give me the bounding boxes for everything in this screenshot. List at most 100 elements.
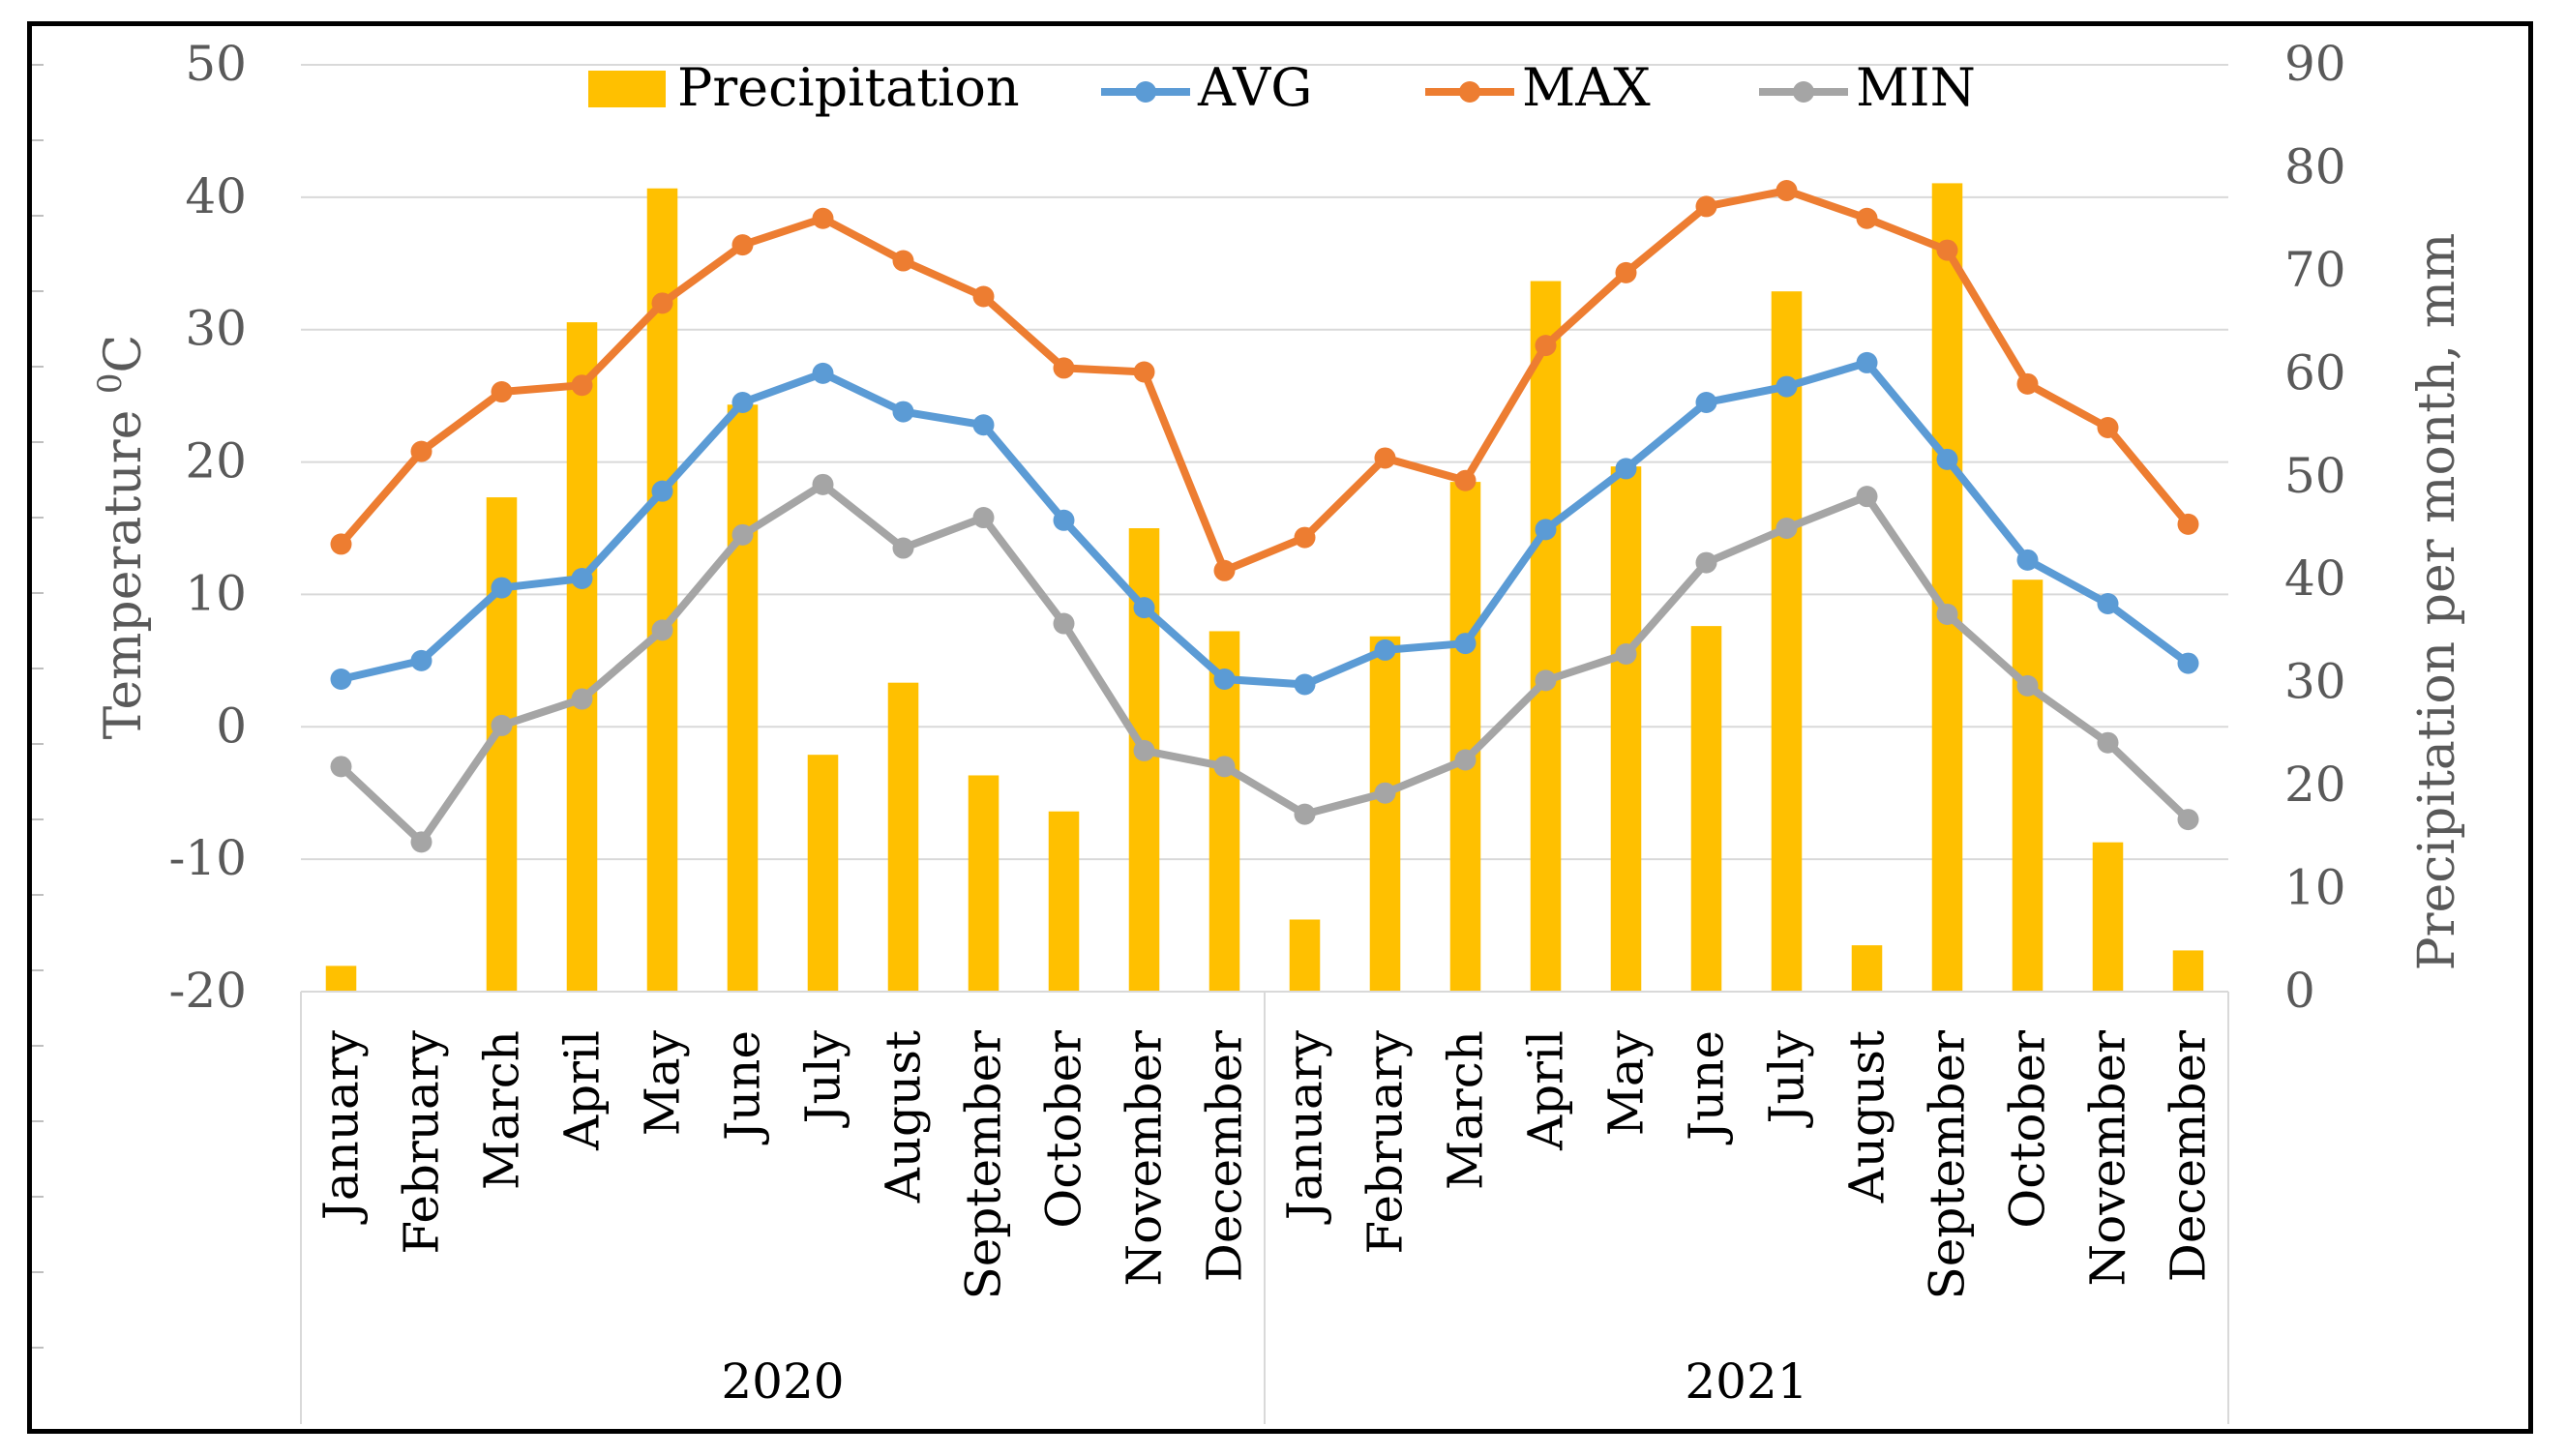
point-avg xyxy=(731,391,754,413)
legend-label: Precipitation xyxy=(677,57,1020,118)
y-right-tick-label: 10 xyxy=(2284,860,2346,916)
y-tick-label: 10 xyxy=(185,565,247,621)
point-avg xyxy=(1695,391,1717,413)
point-avg xyxy=(1936,448,1958,470)
point-max xyxy=(1374,447,1396,469)
axis-layer xyxy=(32,64,2229,1424)
x-tick-label: January xyxy=(313,1029,370,1225)
x-tick-label: December xyxy=(1197,1030,1253,1282)
point-min xyxy=(892,537,914,559)
point-avg xyxy=(1294,673,1316,696)
point-min xyxy=(1133,739,1155,761)
y-right-tick-label: 30 xyxy=(2284,654,2346,710)
year-label: 2021 xyxy=(1685,1353,1807,1410)
legend-label: MIN xyxy=(1856,57,1976,118)
point-min xyxy=(2177,809,2199,831)
x-tick-label: October xyxy=(2000,1030,2056,1229)
point-max xyxy=(2016,372,2039,395)
x-tick-label: June xyxy=(1679,1030,1735,1145)
point-max xyxy=(731,234,754,256)
y-tick-label: 40 xyxy=(185,168,247,224)
legend-label: AVG xyxy=(1197,57,1312,118)
legend-marker-avg xyxy=(1135,81,1156,103)
precipitation-bar xyxy=(1048,811,1080,992)
point-avg xyxy=(410,649,433,671)
legend-label: MAX xyxy=(1522,57,1651,118)
x-tick-label: October xyxy=(1036,1030,1092,1229)
y-tick-label: 30 xyxy=(185,301,247,357)
y-tick-label: -20 xyxy=(168,963,247,1019)
point-avg xyxy=(1213,669,1236,691)
point-min xyxy=(1856,486,1878,508)
x-tick-label: November xyxy=(2080,1030,2136,1287)
point-max xyxy=(1535,335,1557,357)
precipitation-bar xyxy=(1851,945,1883,992)
point-max xyxy=(571,374,593,397)
y-right-tick-label: 60 xyxy=(2284,344,2346,401)
x-tick-label: April xyxy=(1518,1030,1574,1151)
precipitation-bar xyxy=(1530,281,1562,992)
y-tick-label: -10 xyxy=(168,830,247,886)
x-tick-label: September xyxy=(1920,1030,1976,1300)
y-right-axis-title: Precipitation per month, mm xyxy=(2408,233,2466,971)
precipitation-bar xyxy=(325,966,357,992)
x-tick-label: November xyxy=(1117,1030,1173,1287)
point-avg xyxy=(1053,509,1075,531)
x-tick-label: May xyxy=(635,1029,691,1136)
precipitation-bar xyxy=(2012,579,2044,992)
point-avg xyxy=(1775,375,1798,398)
x-tick-label: February xyxy=(1358,1029,1414,1254)
y-tick-label: 50 xyxy=(185,36,247,92)
point-max xyxy=(1856,207,1878,229)
precipitation-bar xyxy=(1449,482,1481,993)
point-min xyxy=(1213,756,1236,778)
x-tick-label: January xyxy=(1277,1029,1333,1225)
point-avg xyxy=(1454,633,1477,655)
point-avg xyxy=(651,480,673,502)
point-max xyxy=(1936,239,1958,261)
x-tick-label: May xyxy=(1598,1029,1655,1136)
point-min xyxy=(1454,749,1477,771)
point-max xyxy=(651,292,673,314)
legend: Precipitation AVG MAX MIN xyxy=(588,57,1976,118)
point-max xyxy=(1775,180,1798,202)
point-avg xyxy=(812,362,834,384)
line-layer xyxy=(330,180,2199,853)
point-max xyxy=(972,285,995,308)
point-min xyxy=(1294,803,1316,825)
x-tick-label: February xyxy=(394,1029,450,1254)
point-avg xyxy=(2016,549,2039,571)
point-min xyxy=(651,619,673,641)
point-avg xyxy=(2177,652,2199,674)
point-max xyxy=(491,381,513,403)
x-tick-label: June xyxy=(715,1030,771,1145)
chart-frame: -20 -10 0 10 20 30 40 50 0 10 20 30 40 50 60 70 80 90 Janu… xyxy=(27,21,2533,1434)
point-avg xyxy=(1133,597,1155,619)
point-max xyxy=(892,250,914,272)
grid-layer xyxy=(301,64,2228,993)
y-tick-label: 20 xyxy=(185,433,247,490)
precipitation-bar xyxy=(2092,842,2124,992)
year-label: 2020 xyxy=(721,1353,844,1410)
point-min xyxy=(1775,518,1798,539)
point-max xyxy=(410,440,433,462)
point-max xyxy=(1294,526,1316,549)
point-avg xyxy=(330,669,352,691)
point-max xyxy=(1053,357,1075,379)
point-min xyxy=(2016,674,2039,697)
precipitation-bar xyxy=(566,322,598,993)
x-tick-label: August xyxy=(876,1030,932,1203)
point-max xyxy=(1695,195,1717,218)
point-min xyxy=(1374,782,1396,804)
point-max xyxy=(2177,513,2199,535)
legend-marker-min xyxy=(1793,81,1814,103)
precipitation-bar xyxy=(1931,183,1963,992)
precipitation-bar xyxy=(1610,466,1642,993)
legend-swatch-precipitation xyxy=(588,71,666,107)
precipitation-bar xyxy=(968,775,1000,992)
y-right-tick-label: 80 xyxy=(2284,138,2346,194)
point-min xyxy=(1053,612,1075,635)
y-axis-title: Temperature 0C xyxy=(91,335,153,740)
x-tick-label: August xyxy=(1839,1030,1895,1203)
point-min xyxy=(571,688,593,710)
